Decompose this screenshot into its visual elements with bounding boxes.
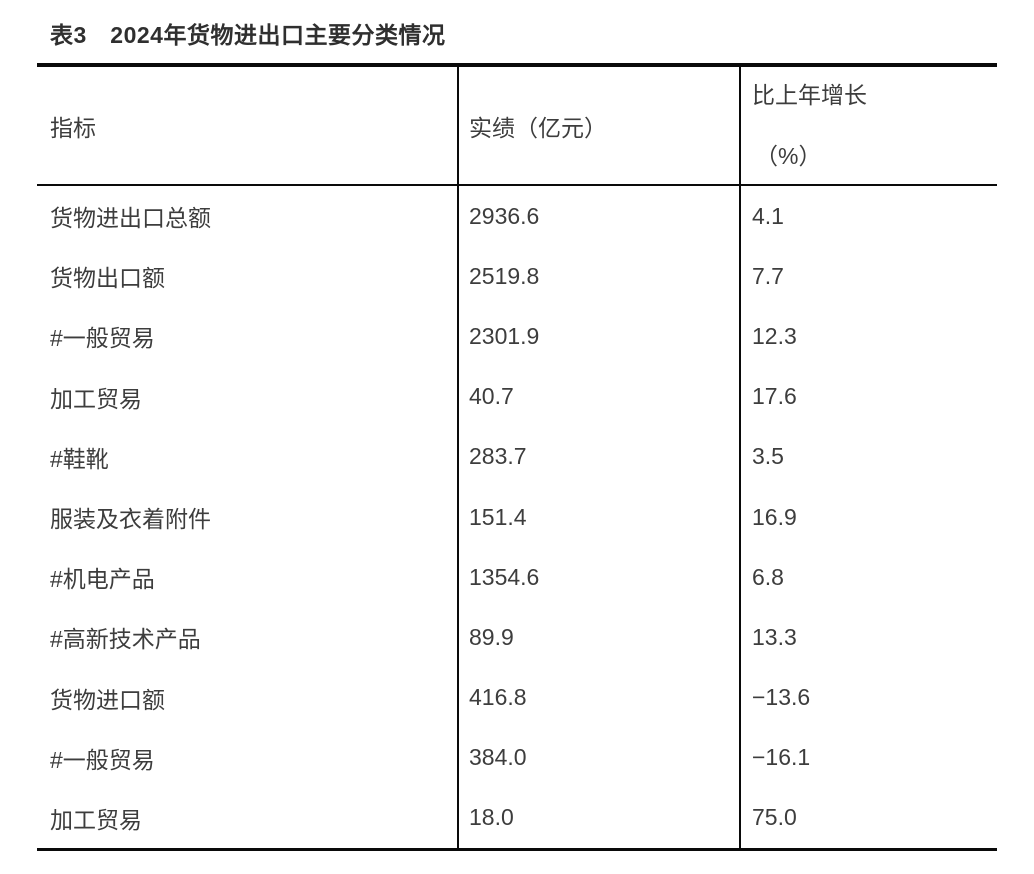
- table-row: 货物进出口总额 2936.6 4.1: [37, 186, 997, 247]
- table-row: 货物进口额 416.8 −13.6: [37, 667, 997, 728]
- table-row: 加工贸易 18.0 75.0: [37, 787, 997, 849]
- cell-indicator: #机电产品: [50, 566, 155, 593]
- table-row: #鞋靴 283.7 3.5: [37, 426, 997, 487]
- table-body: 货物进出口总额 2936.6 4.1 货物出口额 2519.8 7.7 #一般贸易 2301.…: [37, 186, 997, 849]
- header-growth-line1: 比上年增长: [752, 81, 867, 108]
- header-growth-line2: （%）: [755, 142, 822, 169]
- cell-growth: −13.6: [739, 667, 997, 728]
- cell-growth: 17.6: [739, 366, 997, 427]
- header-cell-value: 实绩（亿元）: [457, 67, 739, 184]
- cell-growth: 12.3: [739, 306, 997, 367]
- cell-growth: 3.5: [739, 426, 997, 487]
- cell-growth: −16.1: [739, 727, 997, 788]
- header-cell-indicator: 指标: [50, 114, 96, 141]
- cell-indicator: 货物出口额: [50, 265, 165, 292]
- cell-indicator: #一般贸易: [50, 325, 155, 352]
- cell-value: 384.0: [457, 727, 739, 788]
- cell-value: 151.4: [457, 486, 739, 548]
- table-row: #一般贸易 2301.9 12.3: [37, 306, 997, 367]
- page-title: 表3 2024年货物进出口主要分类情况: [50, 22, 446, 48]
- cell-value: 1354.6: [457, 547, 739, 608]
- cell-indicator: 货物进出口总额: [50, 205, 211, 232]
- cell-value: 2936.6: [457, 186, 739, 247]
- cell-indicator: #高新技术产品: [50, 626, 201, 653]
- cell-indicator: 加工贸易: [50, 806, 142, 833]
- cell-indicator: 货物进口额: [50, 686, 165, 713]
- cell-growth: 13.3: [739, 607, 997, 668]
- table-row: 服装及衣着附件 151.4 16.9: [37, 486, 997, 548]
- cell-indicator: #鞋靴: [50, 445, 109, 472]
- cell-indicator: 服装及衣着附件: [50, 506, 211, 533]
- header-cell-growth: 比上年增长 （%）: [739, 67, 997, 184]
- cell-value: 283.7: [457, 426, 739, 487]
- cell-indicator: #一般贸易: [50, 746, 155, 773]
- cell-value: 89.9: [457, 607, 739, 668]
- cell-indicator: 加工贸易: [50, 385, 142, 412]
- cell-value: 2301.9: [457, 306, 739, 367]
- cell-value: 18.0: [457, 787, 739, 849]
- table-row: 加工贸易 40.7 17.6: [37, 366, 997, 427]
- cell-growth: 4.1: [739, 186, 997, 247]
- data-table: 指标 实绩（亿元） 比上年增长 （%） 货物进出口总额 2936.6 4.1 货物出口…: [37, 63, 997, 852]
- cell-value: 40.7: [457, 366, 739, 427]
- table-row: #一般贸易 384.0 −16.1: [37, 727, 997, 788]
- cell-value: 2519.8: [457, 246, 739, 307]
- table-row: #高新技术产品 89.9 13.3: [37, 607, 997, 668]
- table-row: #机电产品 1354.6 6.8: [37, 547, 997, 608]
- table-header-row: 指标 实绩（亿元） 比上年增长 （%）: [37, 67, 997, 186]
- cell-growth: 75.0: [739, 787, 997, 849]
- cell-value: 416.8: [457, 667, 739, 728]
- cell-growth: 16.9: [739, 486, 997, 548]
- cell-growth: 7.7: [739, 246, 997, 307]
- table-row: 货物出口额 2519.8 7.7: [37, 246, 997, 307]
- cell-growth: 6.8: [739, 547, 997, 608]
